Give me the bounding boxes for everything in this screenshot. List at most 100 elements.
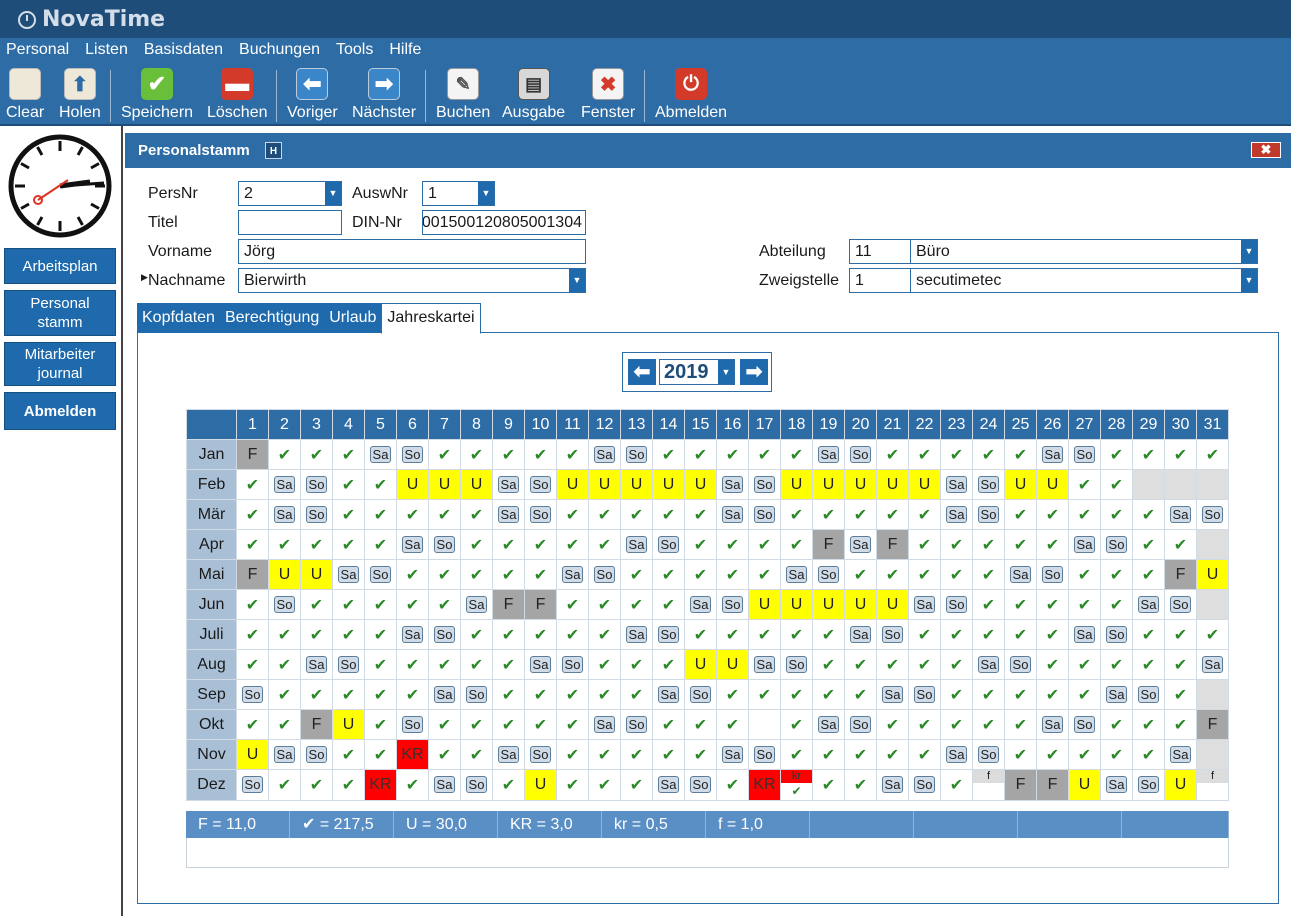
weekend-cell[interactable]: So <box>748 499 781 530</box>
vacation-cell[interactable]: U <box>332 709 365 740</box>
weekend-cell[interactable]: Sa <box>1132 589 1165 620</box>
vacation-cell[interactable]: U <box>460 469 493 500</box>
sidebar-logout-button[interactable]: Abmelden <box>4 392 116 430</box>
worked-day-cell[interactable]: ✔ <box>1132 529 1165 560</box>
worked-day-cell[interactable]: ✔ <box>460 559 493 590</box>
worked-day-cell[interactable]: ✔ <box>588 649 621 680</box>
worked-day-cell[interactable]: ✔ <box>396 679 429 710</box>
workplan-button[interactable]: Arbeitsplan <box>4 248 116 284</box>
weekend-cell[interactable]: Sa <box>1068 529 1101 560</box>
weekend-cell[interactable]: Sa <box>812 709 845 740</box>
fetch-button[interactable]: ⬆ Holen <box>59 68 101 122</box>
weekend-cell[interactable]: So <box>1132 679 1165 710</box>
worked-day-cell[interactable]: ✔ <box>1164 709 1197 740</box>
worked-day-cell[interactable]: ✔ <box>908 619 941 650</box>
vacation-cell[interactable]: U <box>812 469 845 500</box>
weekend-cell[interactable]: So <box>684 679 717 710</box>
holiday-cell[interactable]: F <box>1004 769 1037 801</box>
tab-urlaub[interactable]: Urlaub <box>324 303 382 333</box>
worked-day-cell[interactable]: ✔ <box>972 529 1005 560</box>
worked-day-cell[interactable]: ✔ <box>1036 529 1069 560</box>
weekend-cell[interactable]: Sa <box>812 439 845 470</box>
worked-day-cell[interactable]: ✔ <box>972 559 1005 590</box>
weekend-cell[interactable]: So <box>876 619 909 650</box>
weekend-cell[interactable]: Sa <box>716 469 749 500</box>
vacation-cell[interactable]: U <box>428 469 461 500</box>
worked-day-cell[interactable]: ✔ <box>332 769 365 801</box>
next-button[interactable]: ➡ Nächster <box>352 68 416 122</box>
weekend-cell[interactable]: Sa <box>588 709 621 740</box>
worked-day-cell[interactable]: ✔ <box>876 649 909 680</box>
worked-day-cell[interactable]: ✔ <box>588 739 621 770</box>
worked-day-cell[interactable]: ✔ <box>1196 439 1229 470</box>
worked-day-cell[interactable]: ✔ <box>844 739 877 770</box>
weekend-cell[interactable]: Sa <box>716 739 749 770</box>
worked-day-cell[interactable]: ✔ <box>1004 439 1037 470</box>
weekend-cell[interactable]: Sa <box>652 769 685 801</box>
persnr-field[interactable]: 2 ▼ <box>238 181 342 206</box>
tab-berechtigung[interactable]: Berechtigung <box>219 303 325 333</box>
worked-day-cell[interactable]: ✔ <box>1036 679 1069 710</box>
vacation-cell[interactable]: U <box>1036 469 1069 500</box>
window-button[interactable]: ✖ Fenster <box>581 68 635 122</box>
weekend-cell[interactable]: So <box>428 529 461 560</box>
vacation-cell[interactable]: U <box>236 739 269 770</box>
weekend-cell[interactable]: Sa <box>364 439 397 470</box>
vacation-cell[interactable]: U <box>844 469 877 500</box>
worked-day-cell[interactable]: ✔ <box>940 769 973 801</box>
worked-day-cell[interactable]: ✔ <box>940 529 973 560</box>
worked-day-cell[interactable]: ✔ <box>332 739 365 770</box>
worked-day-cell[interactable]: ✔ <box>268 529 301 560</box>
weekend-cell[interactable]: Sa <box>940 739 973 770</box>
holiday-cell[interactable]: F <box>236 559 269 590</box>
holiday-cell[interactable]: F <box>1196 709 1229 740</box>
worked-day-cell[interactable]: ✔ <box>652 559 685 590</box>
book-button[interactable]: ✎ Buchen <box>436 68 490 122</box>
worked-day-cell[interactable]: ✔ <box>908 439 941 470</box>
worked-day-cell[interactable]: ✔ <box>364 709 397 740</box>
worked-day-cell[interactable]: ✔ <box>1068 499 1101 530</box>
worked-day-cell[interactable]: ✔ <box>1100 559 1133 590</box>
year-select[interactable]: 2019 ▼ <box>659 359 735 385</box>
worked-day-cell[interactable]: ✔ <box>908 499 941 530</box>
weekend-cell[interactable]: Sa <box>1196 649 1229 680</box>
worked-day-cell[interactable]: ✔ <box>1100 589 1133 620</box>
worked-day-cell[interactable]: ✔ <box>1068 589 1101 620</box>
worked-day-cell[interactable]: ✔ <box>396 499 429 530</box>
weekend-cell[interactable]: Sa <box>1068 619 1101 650</box>
weekend-cell[interactable]: So <box>588 559 621 590</box>
vacation-cell[interactable]: U <box>300 559 333 590</box>
weekend-cell[interactable]: So <box>652 529 685 560</box>
previous-button[interactable]: ⬅ Voriger <box>287 68 338 122</box>
worked-day-cell[interactable]: ✔ <box>748 559 781 590</box>
worked-day-cell[interactable]: ✔ <box>460 499 493 530</box>
employee-journal-button[interactable]: Mitarbeiter journal <box>4 342 116 386</box>
weekend-cell[interactable]: So <box>460 769 493 801</box>
previous-year-button[interactable]: ⬅ <box>628 359 656 385</box>
weekend-cell[interactable]: Sa <box>620 619 653 650</box>
worked-day-cell[interactable]: ✔ <box>716 439 749 470</box>
worked-day-cell[interactable]: ✔ <box>780 679 813 710</box>
worked-day-cell[interactable]: ✔ <box>332 529 365 560</box>
worked-day-cell[interactable]: ✔ <box>524 559 557 590</box>
clear-button[interactable]: Clear <box>6 68 44 122</box>
worked-day-cell[interactable]: ✔ <box>1132 649 1165 680</box>
worked-day-cell[interactable]: ✔ <box>1004 739 1037 770</box>
weekend-cell[interactable]: So <box>972 739 1005 770</box>
weekend-cell[interactable]: Sa <box>1164 499 1197 530</box>
tab-jahreskartei[interactable]: Jahreskartei <box>381 303 481 334</box>
worked-day-cell[interactable]: ✔ <box>652 709 685 740</box>
worked-day-cell[interactable]: ✔ <box>940 679 973 710</box>
weekend-cell[interactable]: Sa <box>300 649 333 680</box>
worked-day-cell[interactable]: ✔ <box>876 709 909 740</box>
worked-day-cell[interactable]: ✔ <box>972 439 1005 470</box>
worked-day-cell[interactable]: ✔ <box>652 499 685 530</box>
worked-day-cell[interactable]: ✔ <box>236 649 269 680</box>
worked-day-cell[interactable]: ✔ <box>1196 619 1229 650</box>
chevron-down-icon[interactable]: ▼ <box>1241 269 1257 292</box>
worked-day-cell[interactable]: ✔ <box>812 769 845 801</box>
save-button[interactable]: ✔ Speichern <box>121 68 193 122</box>
weekend-cell[interactable]: So <box>844 439 877 470</box>
worked-day-cell[interactable]: ✔ <box>908 559 941 590</box>
worked-day-cell[interactable]: ✔ <box>684 709 717 740</box>
